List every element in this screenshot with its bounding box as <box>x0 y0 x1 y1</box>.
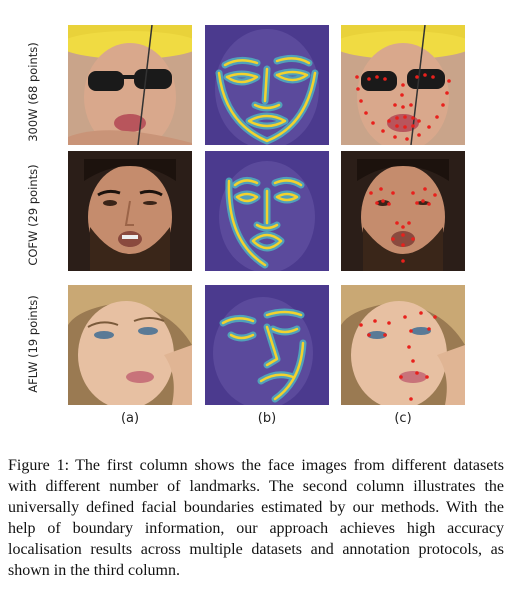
landmarks-300w <box>341 25 465 145</box>
boundary-300w <box>205 25 329 145</box>
image-cofw-face <box>68 151 192 271</box>
landmarks-aflw <box>341 285 465 405</box>
figure-number: Figure 1: <box>8 457 70 474</box>
row-label-cofw: COFW (29 points) <box>26 164 40 266</box>
boundary-cofw <box>205 151 329 271</box>
column-label-b: (b) <box>257 411 277 426</box>
caption-text: The first column shows the face images f… <box>8 457 505 579</box>
figure-panel: 300W (68 points) COFW (29 points) AFLW (… <box>26 25 465 426</box>
image-300w-face <box>68 25 192 145</box>
row-label-300w: 300W (68 points) <box>26 42 40 142</box>
column-label-c: (c) <box>394 411 412 426</box>
boundary-aflw <box>205 285 329 405</box>
row-label-aflw: AFLW (19 points) <box>26 295 40 393</box>
figure-caption: Figure 1: The first column shows the face… <box>8 455 504 581</box>
image-aflw-face <box>68 285 192 405</box>
landmarks-cofw <box>341 151 465 271</box>
column-label-a: (a) <box>120 411 140 426</box>
